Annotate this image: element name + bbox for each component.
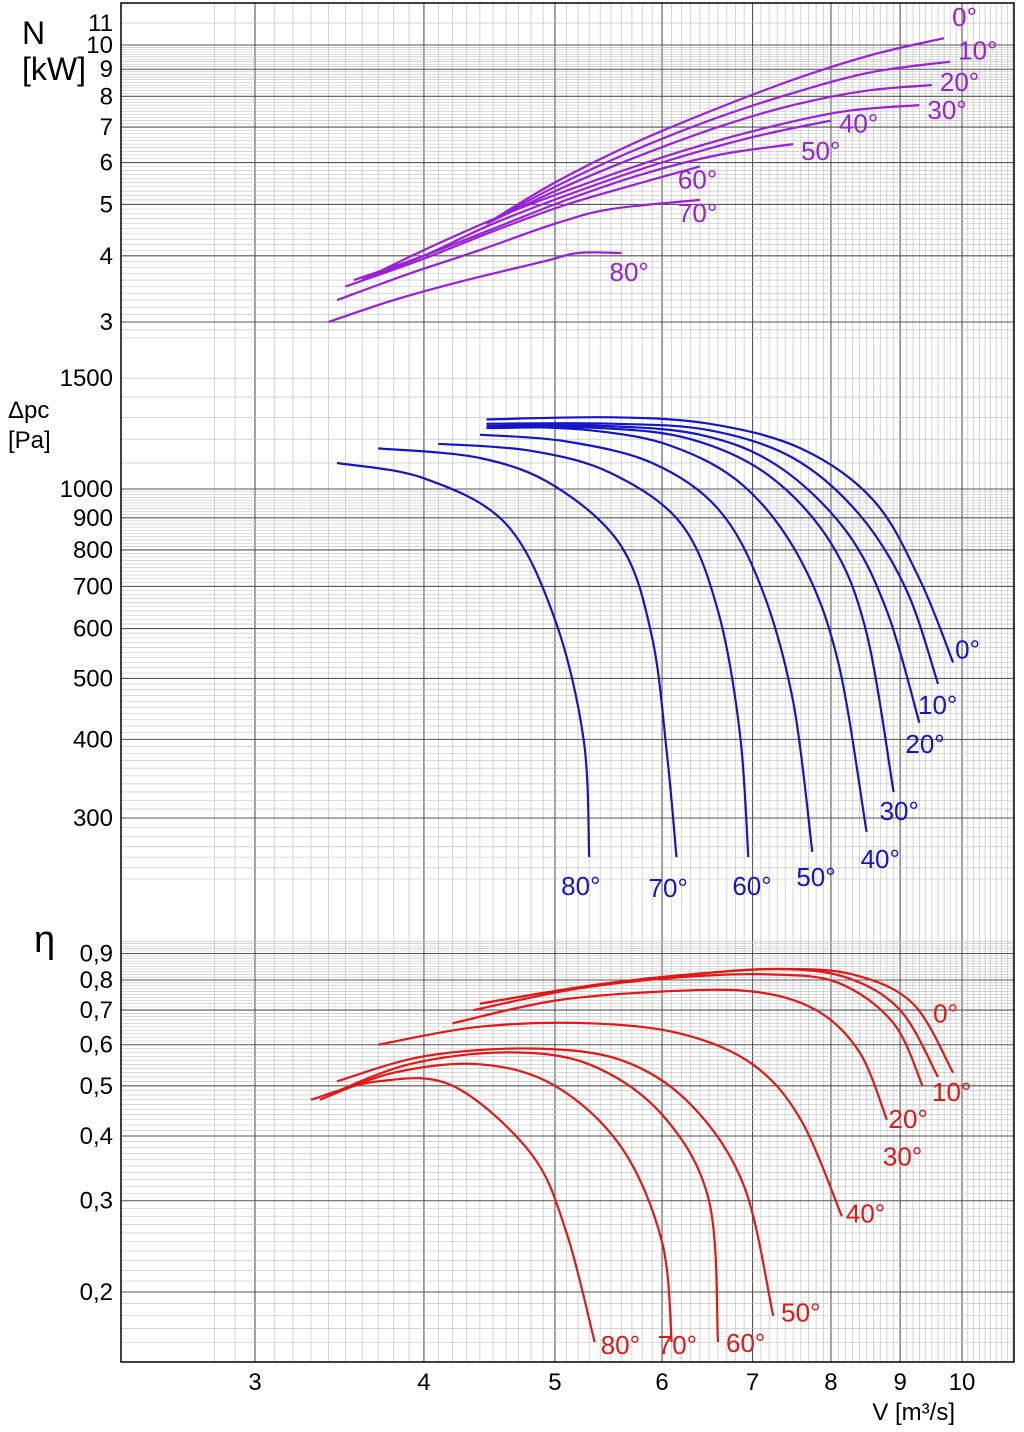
y-tick-label-efficiency: 0,8 — [80, 967, 113, 994]
y-tick-label-pressure: 700 — [73, 573, 113, 600]
series-line-efficiency-60deg — [328, 1051, 720, 1343]
series-label-efficiency-0deg: 0° — [933, 999, 958, 1029]
x-tick-label: 7 — [746, 1369, 759, 1396]
series-label-pressure-10deg: 10° — [918, 690, 957, 720]
series-line-efficiency-50deg — [336, 1047, 775, 1316]
series-label-pressure-30deg: 30° — [880, 796, 919, 826]
y-axis-label-efficiency: η — [34, 919, 55, 961]
series-line-pressure-40deg — [486, 424, 868, 833]
y-tick-label-pressure: 300 — [73, 805, 113, 832]
series-line-power-30deg — [361, 104, 920, 282]
series-label-pressure-0deg: 0° — [955, 634, 980, 664]
series-line-pressure-50deg — [479, 433, 814, 853]
y-tick-label-pressure: 800 — [73, 537, 113, 564]
y-tick-label-efficiency: 0,5 — [80, 1073, 113, 1100]
series-label-power-40deg: 40° — [839, 109, 878, 139]
series-line-efficiency-70deg — [319, 1062, 673, 1343]
series-label-power-50deg: 50° — [801, 136, 840, 166]
series-line-power-60deg — [345, 165, 701, 288]
series-label-power-80deg: 80° — [610, 257, 649, 287]
x-tick-label: 3 — [248, 1369, 261, 1396]
grid — [121, 3, 1014, 1362]
series-line-power-0deg — [485, 37, 945, 225]
series-line-pressure-20deg — [486, 424, 921, 724]
series-line-efficiency-20deg — [472, 973, 924, 1087]
y-tick-label-efficiency: 0,3 — [80, 1188, 113, 1215]
y-tick-label-pressure: 900 — [73, 505, 113, 532]
y-tick-label-power: 6 — [100, 150, 113, 177]
plot-frame — [120, 2, 1015, 1363]
series-line-pressure-80deg — [336, 461, 591, 858]
series-line-power-10deg — [485, 60, 951, 225]
series-line-power-80deg — [328, 251, 622, 324]
y-tick-label-efficiency: 0,9 — [80, 940, 113, 967]
series-label-pressure-80deg: 80° — [561, 871, 600, 901]
x-tick-label: 10 — [949, 1369, 976, 1396]
series-label-efficiency-50deg: 50° — [781, 1298, 820, 1328]
series-label-efficiency-70deg: 70° — [658, 1330, 697, 1360]
x-tick-label: 9 — [893, 1369, 906, 1396]
y-tick-label-pressure: 500 — [73, 665, 113, 692]
series-label-pressure-20deg: 20° — [905, 729, 944, 759]
series-line-efficiency-40deg — [378, 1021, 843, 1217]
series-line-pressure-70deg — [378, 447, 678, 858]
series-line-efficiency-80deg — [310, 1077, 596, 1343]
series-line-efficiency-10deg — [479, 967, 939, 1078]
x-tick-label: 4 — [417, 1369, 430, 1396]
y-tick-label-power: 8 — [100, 83, 113, 110]
series-label-efficiency-10deg: 10° — [932, 1077, 971, 1107]
series-line-power-50deg — [353, 143, 794, 282]
y-axis-label-power: N [kW] — [22, 15, 86, 87]
series-line-pressure-30deg — [486, 426, 895, 793]
series-label-efficiency-20deg: 20° — [889, 1104, 928, 1134]
y-tick-label-efficiency: 0,2 — [80, 1279, 113, 1306]
x-axis-label: V [m³/s] — [872, 1399, 955, 1426]
y-tick-label-power: 5 — [100, 191, 113, 218]
y-tick-label-power: 4 — [100, 243, 113, 270]
x-tick-label: 8 — [824, 1369, 837, 1396]
series-label-pressure-60deg: 60° — [732, 871, 771, 901]
series-label-pressure-70deg: 70° — [649, 873, 688, 903]
series-label-pressure-40deg: 40° — [861, 844, 900, 874]
y-tick-label-pressure: 1500 — [60, 365, 113, 392]
series-label-efficiency-60deg: 60° — [726, 1328, 765, 1358]
y-tick-label-power: 11 — [88, 10, 113, 37]
series-label-power-60deg: 60° — [678, 164, 717, 194]
series-label-power-70deg: 70° — [678, 198, 717, 228]
series-label-power-10deg: 10° — [958, 36, 997, 66]
y-tick-label-power: 10 — [86, 32, 113, 59]
series-label-pressure-50deg: 50° — [796, 862, 835, 892]
curves — [310, 37, 955, 1343]
series-line-pressure-0deg — [486, 416, 955, 663]
series-line-power-20deg — [486, 84, 932, 225]
series-label-efficiency-30deg: 30° — [883, 1142, 922, 1172]
y-tick-label-power: 9 — [100, 56, 113, 83]
y-tick-label-pressure: 1000 — [60, 476, 113, 503]
y-axis-label-pressure: Δpc [Pa] — [8, 397, 51, 454]
x-tick-label: 6 — [655, 1369, 668, 1396]
y-tick-label-efficiency: 0,7 — [80, 997, 113, 1024]
series-line-pressure-60deg — [438, 442, 750, 858]
series-line-efficiency-30deg — [452, 988, 888, 1121]
y-tick-label-power: 7 — [100, 114, 113, 141]
y-tick-label-pressure: 600 — [73, 616, 113, 643]
series-line-power-70deg — [336, 198, 701, 302]
y-tick-label-power: 3 — [100, 309, 113, 336]
y-tick-label-efficiency: 0,4 — [80, 1123, 113, 1150]
series-line-pressure-10deg — [486, 422, 940, 685]
y-tick-label-pressure: 400 — [73, 726, 113, 753]
series-label-power-0deg: 0° — [952, 2, 977, 32]
series-label-efficiency-40deg: 40° — [846, 1198, 885, 1228]
series-label-power-30deg: 30° — [927, 95, 966, 125]
y-tick-label-efficiency: 0,6 — [80, 1032, 113, 1059]
x-tick-label: 5 — [548, 1369, 561, 1396]
series-label-efficiency-80deg: 80° — [601, 1330, 640, 1360]
series-label-power-20deg: 20° — [940, 67, 979, 97]
